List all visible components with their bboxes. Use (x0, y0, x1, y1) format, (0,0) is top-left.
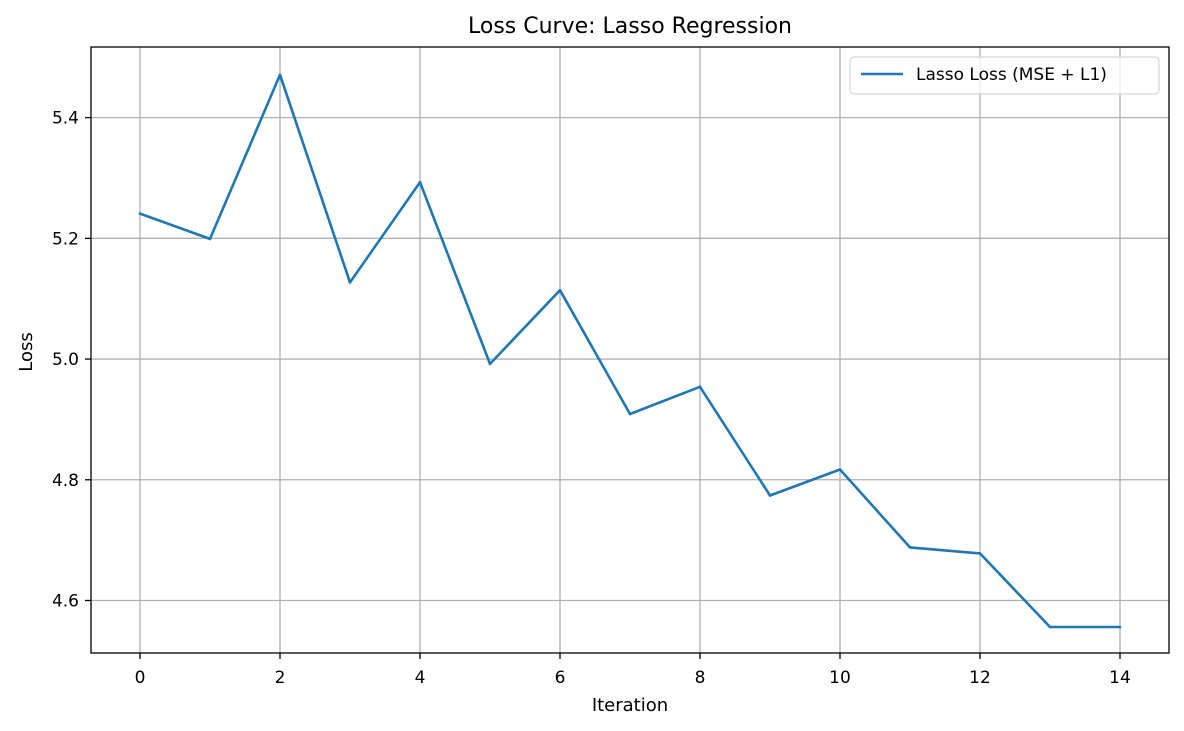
x-tick-label: 0 (135, 668, 146, 688)
legend: Lasso Loss (MSE + L1) (849, 56, 1160, 95)
data-point (418, 180, 422, 184)
y-tick-label: 5.4 (52, 109, 79, 129)
x-axis-label: Iteration (592, 695, 668, 716)
data-point (208, 237, 212, 241)
data-point (838, 468, 842, 471)
series-layer (138, 73, 1122, 629)
data-point (768, 494, 772, 497)
legend-label: Lasso Loss (MSE + L1) (916, 65, 1107, 85)
x-tick-label: 8 (695, 668, 706, 688)
y-tick-label: 4.6 (52, 591, 79, 611)
legend-box (849, 56, 1160, 95)
y-tick-label: 4.8 (52, 471, 79, 491)
data-point (1048, 625, 1052, 629)
y-axis-label: Loss (16, 332, 37, 371)
y-tick-label: 5.0 (52, 350, 79, 370)
x-tick-label: 14 (1109, 668, 1131, 688)
x-tick-label: 12 (969, 668, 991, 688)
data-point (488, 362, 492, 366)
data-point (278, 73, 282, 77)
plot-frame (90, 46, 1170, 654)
y-tick-label: 5.2 (52, 229, 79, 249)
data-point (1118, 625, 1122, 629)
data-point (348, 281, 352, 284)
x-tick-label: 6 (555, 668, 566, 688)
x-tick-label: 2 (275, 668, 286, 688)
data-point (978, 552, 982, 555)
grid-lines (91, 47, 1169, 653)
data-point (138, 212, 142, 215)
data-point (628, 412, 632, 416)
data-point (908, 546, 912, 549)
x-tick-label: 10 (829, 668, 851, 688)
data-point (698, 385, 702, 389)
chart-title: Loss Curve: Lasso Regression (468, 14, 792, 39)
x-axis: 0 2 4 6 8 10 12 14 (135, 653, 1131, 688)
x-tick-label: 4 (415, 668, 426, 688)
y-axis: 4.6 4.8 5.0 5.2 5.4 (52, 109, 91, 611)
data-point (558, 288, 562, 292)
